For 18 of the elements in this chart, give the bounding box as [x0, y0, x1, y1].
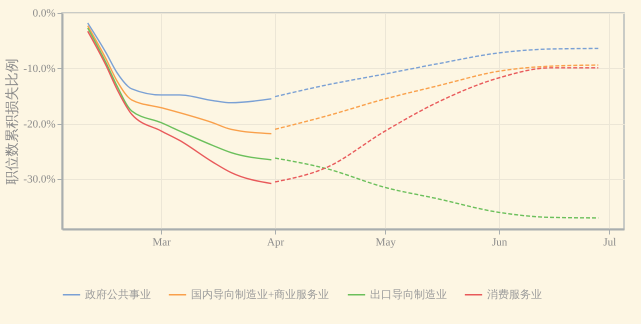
- x-tick-label: Jul: [603, 236, 616, 248]
- y-tick-label: -10.0%: [23, 62, 56, 75]
- legend-label: 政府公共事业: [85, 288, 151, 301]
- line-series: [274, 157, 599, 219]
- legend-label: 出口导向制造业: [370, 288, 447, 301]
- legend-label: 国内导向制造业+商业服务业: [191, 288, 330, 301]
- x-tick-label: May: [376, 236, 396, 248]
- y-tick-label: -20.0%: [23, 118, 56, 130]
- y-tick-label: -30.0%: [23, 174, 56, 186]
- line-series: [274, 67, 599, 183]
- line-series: [274, 64, 599, 130]
- x-tick-label: Mar: [152, 236, 172, 248]
- x-tick-label: Apr: [266, 236, 284, 248]
- x-tick-label: Jun: [492, 236, 508, 248]
- y-axis-title: 职位数累积损失比例: [4, 58, 20, 184]
- line-series: [274, 48, 599, 98]
- y-tick-label: 0.0%: [32, 8, 56, 20]
- legend-label: 消费服务业: [487, 288, 542, 301]
